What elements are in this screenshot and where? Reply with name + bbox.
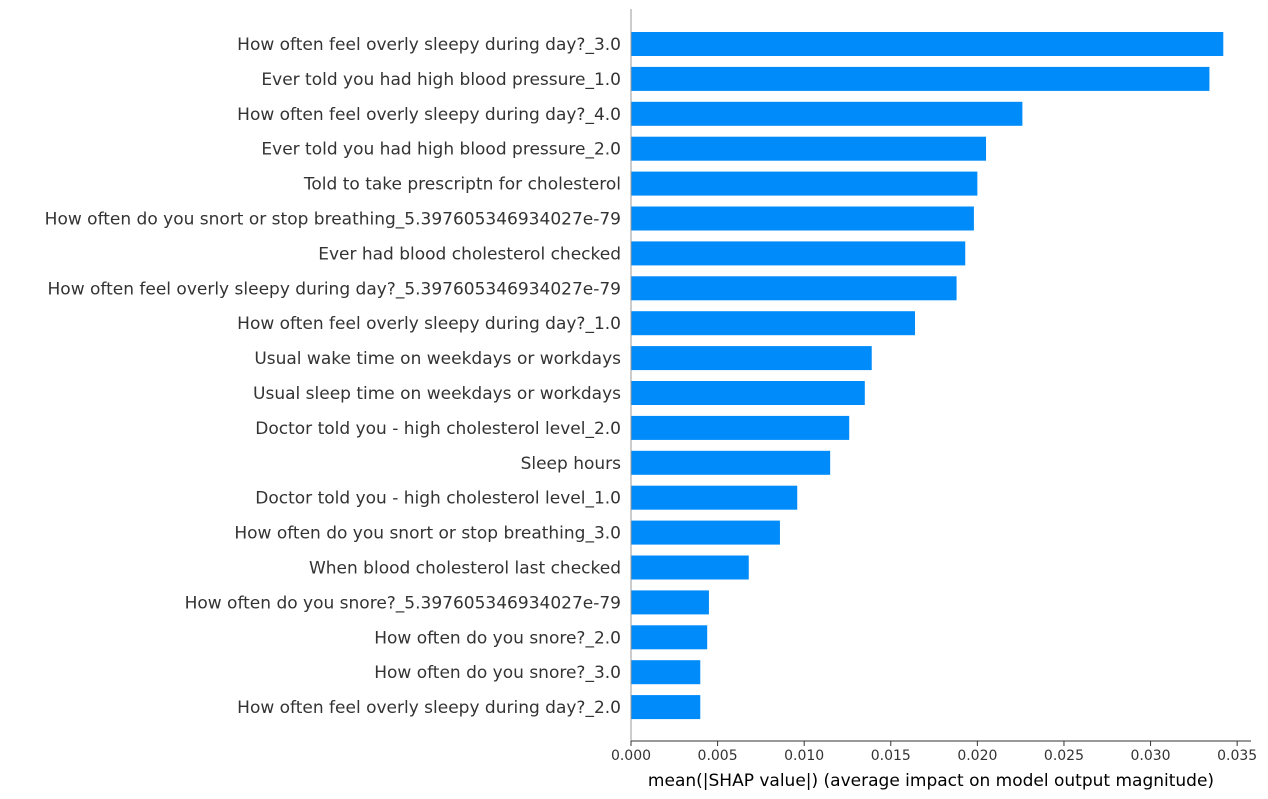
category-labels: How often feel overly sleepy during day?… xyxy=(45,35,621,718)
x-tick-label: 0.015 xyxy=(871,748,911,764)
x-tick-label: 0.020 xyxy=(957,748,997,764)
category-label: Doctor told you - high cholesterol level… xyxy=(255,489,621,509)
category-label: How often do you snore?_5.39760534693402… xyxy=(185,593,621,613)
category-label: Ever told you had high blood pressure_2.… xyxy=(261,140,621,160)
category-label: How often feel overly sleepy during day?… xyxy=(237,105,621,125)
bar xyxy=(631,32,1224,56)
x-tick-label: 0.030 xyxy=(1131,748,1171,764)
category-label: Told to take prescriptn for cholesterol xyxy=(303,175,621,195)
bar xyxy=(631,171,978,196)
bar xyxy=(631,695,701,720)
bar xyxy=(631,381,865,405)
bar xyxy=(631,311,916,336)
x-axis-ticks: 0.000 0.005 0.010 0.015 0.020 0.025 0.030 0.035 xyxy=(611,741,1257,764)
bar xyxy=(631,590,709,615)
x-axis-title: mean(|SHAP value|) (average impact on mo… xyxy=(648,771,1214,791)
bar xyxy=(631,346,872,371)
bar xyxy=(631,101,1023,126)
category-label: How often feel overly sleepy during day?… xyxy=(237,314,621,334)
category-label: How often do you snort or stop breathing… xyxy=(45,210,621,230)
bar xyxy=(631,555,749,580)
bar xyxy=(631,415,850,440)
bar xyxy=(631,450,831,475)
category-label: How often do you snore?_3.0 xyxy=(374,663,621,683)
category-label: Usual wake time on weekdays or workdays xyxy=(254,349,621,369)
bar xyxy=(631,485,798,510)
bar xyxy=(631,241,966,266)
bar xyxy=(631,206,974,231)
category-label: How often do you snore?_2.0 xyxy=(374,628,621,648)
category-label: How often feel overly sleepy during day?… xyxy=(237,698,621,718)
category-label: Doctor told you - high cholesterol level… xyxy=(255,419,621,439)
category-label: Sleep hours xyxy=(521,454,622,474)
category-label: When blood cholesterol last checked xyxy=(309,559,621,579)
bar xyxy=(631,136,987,161)
x-tick-label: 0.005 xyxy=(698,748,738,764)
category-label: Ever had blood cholesterol checked xyxy=(318,244,621,264)
category-label: Ever told you had high blood pressure_1.… xyxy=(261,70,621,90)
bar xyxy=(631,660,701,685)
bar xyxy=(631,276,957,301)
x-tick-label: 0.025 xyxy=(1044,748,1084,764)
x-tick-label: 0.010 xyxy=(784,748,824,764)
category-label: How often feel overly sleepy during day?… xyxy=(48,279,621,299)
bar xyxy=(631,520,780,545)
category-label: Usual sleep time on weekdays or workdays xyxy=(253,384,621,404)
x-tick-label: 0.000 xyxy=(611,748,651,764)
bars-group xyxy=(631,32,1224,720)
category-label: How often do you snort or stop breathing… xyxy=(234,524,621,544)
bar xyxy=(631,625,708,650)
x-tick-label: 0.035 xyxy=(1217,748,1257,764)
category-label: How often feel overly sleepy during day?… xyxy=(237,35,621,55)
bar xyxy=(631,66,1210,91)
